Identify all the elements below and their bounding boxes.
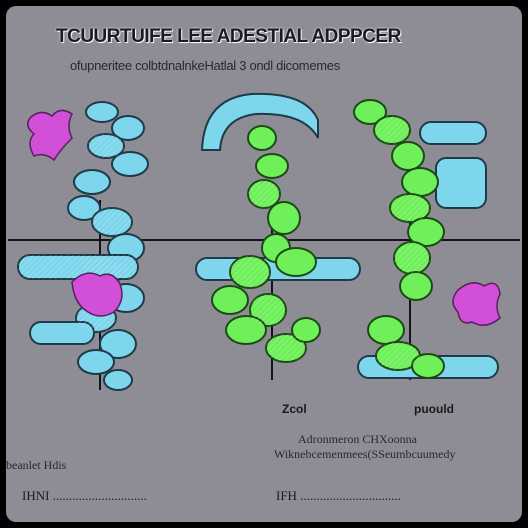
- label-right: puould: [414, 402, 454, 416]
- illustration: [8, 92, 520, 391]
- caption-line-2: Wiknebcemenmees(SSeumbcuumedy: [274, 447, 456, 461]
- magenta-blob-top-left: [27, 109, 73, 162]
- diagram-title: TCUURTUIFE LEE ADESTIAL ADPPCER: [56, 26, 401, 47]
- center-green-coil: [211, 125, 321, 363]
- center-green-coil-texture: [230, 180, 306, 362]
- caption-line-1: Adronmeron CHXoonna: [298, 432, 417, 446]
- footer-right: IFH ...............................: [276, 488, 401, 503]
- magenta-blob-right: [452, 282, 501, 326]
- label-center: Zcol: [282, 402, 307, 416]
- diagram-panel: TCUURTUIFE LEE ADESTIAL ADPPCER ofupneri…: [6, 6, 522, 522]
- magenta-blob-left-middle: [71, 272, 123, 317]
- right-green-coil-texture: [374, 116, 430, 370]
- footer-left: IHNI .............................: [22, 488, 147, 503]
- left-note: beanlet Hdis: [6, 458, 67, 472]
- diagram-subtitle: ofupneritee colbtdnalnkeHatlal 3 ondl di…: [70, 58, 340, 73]
